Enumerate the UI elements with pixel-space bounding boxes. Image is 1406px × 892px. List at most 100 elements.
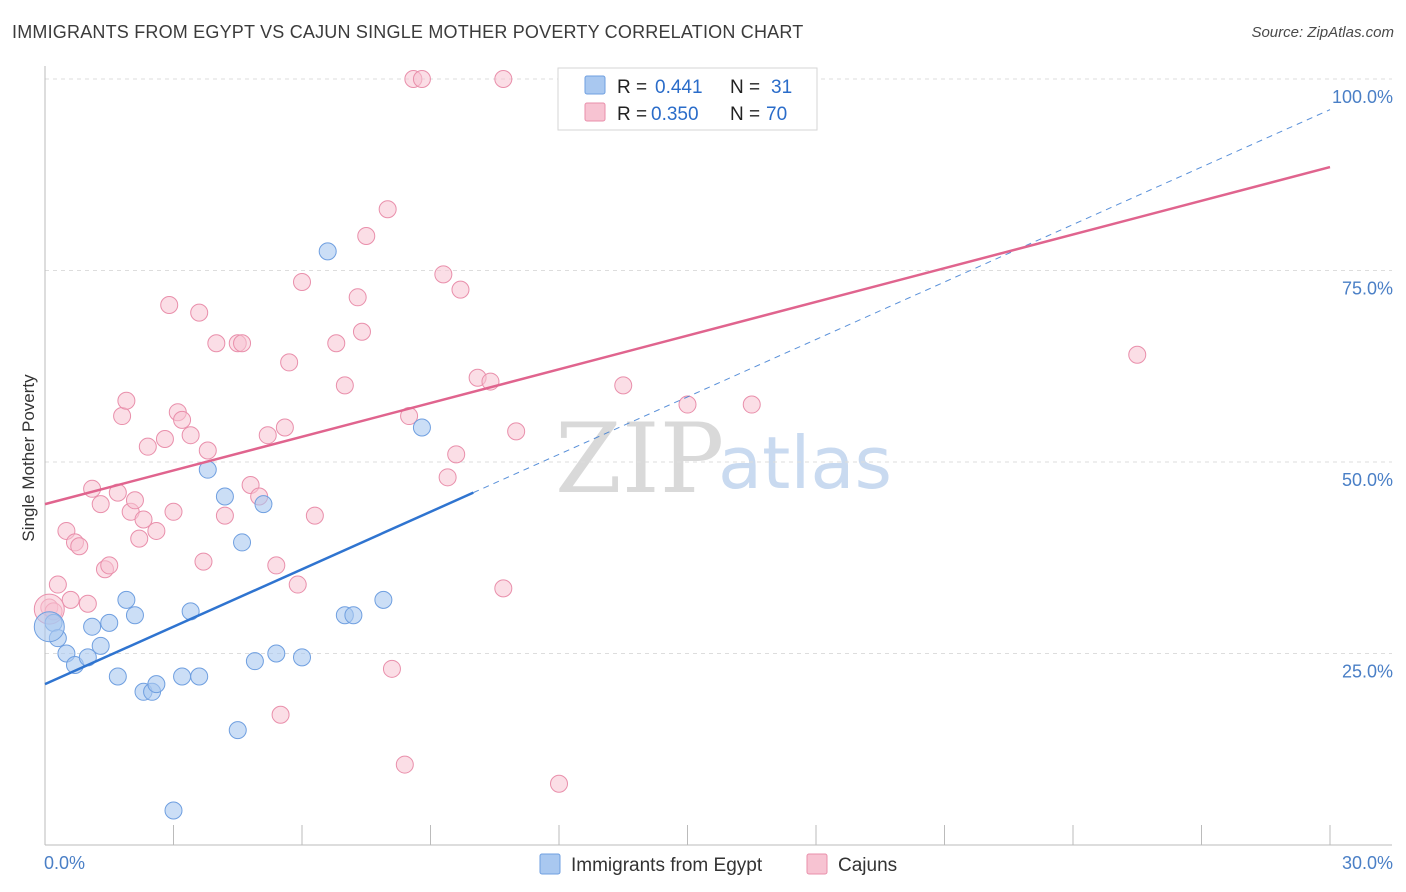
cajun-point — [348, 288, 367, 307]
cajun-point — [352, 322, 371, 341]
cajun-point — [357, 227, 376, 246]
y-tick-label-100: 100.0% — [1332, 87, 1393, 107]
legend-egypt-n-label: N = — [730, 77, 760, 98]
cajun-point — [451, 280, 470, 299]
egypt-point — [147, 675, 166, 694]
chart-source: Source: ZipAtlas.com — [1251, 24, 1394, 41]
cajun-point — [293, 272, 311, 291]
y-axis-title: Single Mother Poverty — [19, 374, 38, 542]
cajun-point — [125, 491, 144, 510]
series-legend-cajun: Cajuns — [838, 855, 897, 876]
egypt-point — [215, 487, 234, 506]
egypt-point — [91, 636, 110, 655]
egypt-point — [318, 242, 337, 261]
cajun-point — [164, 502, 183, 521]
cajun-point — [160, 295, 179, 314]
egypt-point — [233, 533, 252, 552]
cajun-point — [494, 70, 513, 88]
cajun-point — [438, 468, 457, 487]
cajun-point — [83, 479, 102, 498]
chart-title: IMMIGRANTS FROM EGYPT VS CAJUN SINGLE MO… — [12, 22, 804, 42]
cajun-point — [147, 521, 166, 540]
cajun-point — [155, 430, 174, 449]
cajun-point — [378, 200, 397, 219]
cajun-point — [117, 391, 136, 410]
cajun-point — [215, 506, 234, 525]
egypt-point — [164, 801, 183, 820]
watermark: ZIP atlas — [555, 403, 892, 515]
egypt-point — [117, 590, 136, 609]
trend-lines — [44, 109, 1331, 686]
legend-egypt-r-label: R = — [617, 77, 647, 98]
egypt-points — [33, 242, 431, 820]
egypt-point — [293, 648, 311, 667]
cajun-point — [78, 594, 97, 613]
cajun-point — [70, 537, 89, 556]
cajun-point — [434, 265, 453, 284]
egypt-point — [190, 667, 209, 686]
cajun-point — [138, 437, 157, 456]
y-tick-label-50: 50.0% — [1342, 470, 1393, 490]
x-tick-label-min: 0.0% — [44, 853, 85, 873]
cajun-point — [113, 407, 132, 426]
egypt-point — [267, 644, 286, 663]
series-legend-swatch-cajun — [806, 853, 828, 875]
cajuns-points — [33, 70, 1147, 793]
cajun-point — [288, 575, 307, 594]
y-tick-label-75: 75.0% — [1342, 279, 1393, 299]
legend-swatch-egypt — [584, 75, 606, 95]
egypt-point — [83, 617, 102, 636]
cajun-point — [494, 579, 513, 598]
egypt-point — [344, 606, 363, 625]
cajun-point — [678, 395, 697, 414]
cajun-point — [91, 495, 110, 514]
cajun-point — [382, 659, 401, 678]
egypt-point — [173, 667, 192, 686]
stats-legend: R = 0.441 N = 31 R = 0.350 N = 70 — [557, 67, 818, 131]
cajun-point — [190, 303, 209, 322]
egypt-point — [412, 418, 431, 437]
cajun-point — [61, 590, 80, 609]
legend-cajun-r-value: 0.350 — [651, 104, 699, 125]
cajun-point — [173, 410, 192, 429]
egypt-point-large — [33, 611, 65, 643]
egypt-point — [125, 606, 144, 625]
egypt-point — [108, 667, 127, 686]
cajun-point — [550, 774, 568, 793]
x-tick-label-max: 30.0% — [1342, 853, 1393, 873]
watermark-atlas: atlas — [718, 421, 892, 505]
cajun-point — [134, 510, 153, 529]
cajun-point — [100, 556, 119, 575]
x-tick-labels: 0.0% 30.0% — [44, 853, 1393, 873]
cajun-point — [335, 376, 354, 395]
watermark-zip: ZIP — [555, 403, 724, 515]
egypt-point — [245, 652, 264, 671]
legend-cajun-n-label: N = — [730, 104, 760, 125]
cajun-point — [207, 334, 226, 353]
cajun-point — [271, 705, 290, 724]
cajun-point — [258, 426, 277, 445]
cajun-point — [48, 575, 67, 594]
egypt-trend-line — [44, 491, 474, 686]
cajun-trend-line — [44, 165, 1331, 506]
cajun-point — [742, 395, 761, 414]
series-legend: Immigrants from Egypt Cajuns — [539, 853, 897, 876]
cajun-point — [507, 422, 526, 441]
egypt-point — [374, 590, 393, 609]
cajun-point — [614, 376, 633, 395]
cajun-point — [267, 556, 286, 575]
y-tick-labels: 25.0% 50.0% 75.0% 100.0% — [1332, 87, 1393, 682]
cajun-point — [280, 353, 299, 372]
cajun-point — [130, 529, 149, 548]
cajun-point — [275, 418, 294, 437]
y-tick-label-25: 25.0% — [1342, 662, 1393, 682]
egypt-trend-extension — [473, 109, 1331, 494]
cajun-point — [181, 426, 200, 445]
grid — [45, 78, 1392, 654]
legend-cajun-r-label: R = — [617, 104, 647, 125]
legend-egypt-r-value: 0.441 — [655, 77, 703, 98]
cajun-point — [412, 70, 431, 88]
series-legend-egypt: Immigrants from Egypt — [571, 855, 763, 876]
legend-swatch-cajun — [584, 102, 606, 122]
